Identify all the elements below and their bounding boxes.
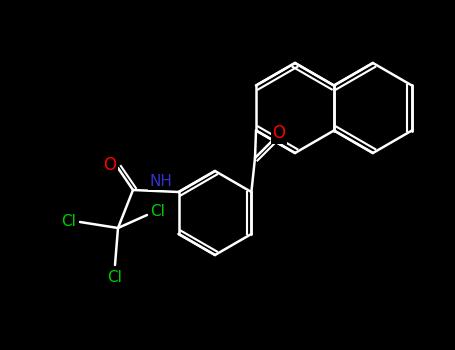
Text: NH: NH bbox=[149, 174, 172, 189]
Text: O: O bbox=[273, 124, 285, 142]
Text: Cl: Cl bbox=[61, 215, 76, 230]
Text: Cl: Cl bbox=[107, 270, 122, 285]
Text: O: O bbox=[103, 156, 116, 174]
Text: Cl: Cl bbox=[151, 203, 166, 218]
